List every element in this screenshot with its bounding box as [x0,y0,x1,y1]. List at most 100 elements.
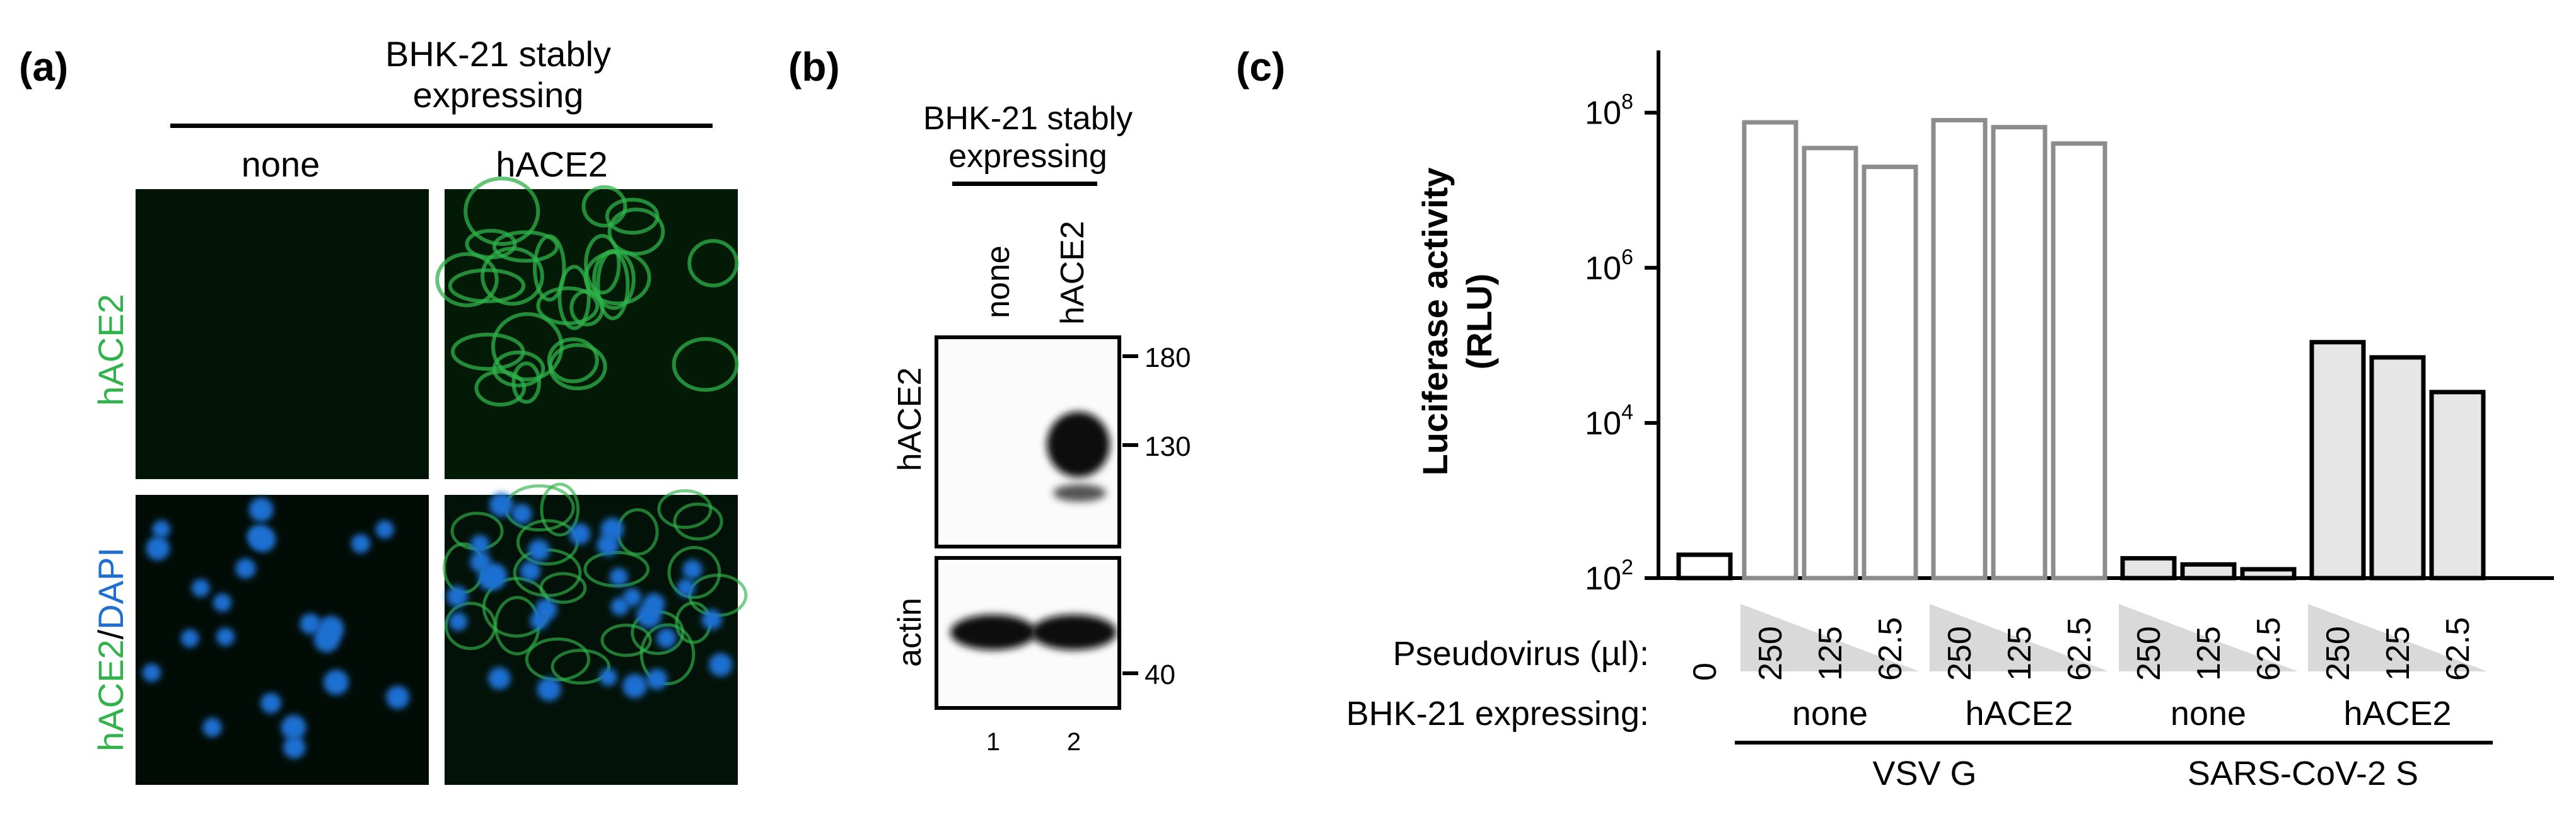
mw-tick-130 [1122,443,1138,447]
panel-a-col-label-hace2: hACE2 [496,144,607,184]
cell-membrane [492,230,559,263]
nucleus [622,674,647,699]
cell-group-label: none [1792,695,1868,733]
nucleus [677,578,696,597]
nucleus [482,563,507,588]
nucleus [623,588,642,606]
cell-membrane [450,332,525,371]
nucleus [260,692,281,714]
nucleus [202,717,222,738]
nucleus [511,504,532,525]
panel-a: (a) BHK-21 stably expressing none hACE2 … [19,34,748,785]
cell-membrane [639,623,696,686]
cell-membrane [672,337,739,392]
nucleus [599,668,617,687]
nucleus [283,736,306,759]
bar [2429,390,2486,581]
blot-band-hace2-main [1047,412,1110,477]
bar [2120,556,2177,581]
panel-c-label: (c) [1236,44,1285,90]
nucleus [317,615,344,642]
nucleus [152,520,170,538]
virus-group-label: VSV G [1872,755,1976,792]
panel-a-label: (a) [19,44,68,90]
nucleus [530,612,549,630]
panel-b-label: (b) [788,44,840,90]
nucleus [250,526,276,552]
cell-membrane [536,286,600,325]
y-tick-label: 104 [1585,400,1633,442]
dilution-wedge [2119,604,2298,671]
x-tick-label: 250 [2131,626,2167,681]
nucleus [351,534,371,554]
x-tick-label: 125 [1812,626,1849,681]
cell-membrane [463,177,540,246]
blot-band-hace2-minor [1053,484,1106,502]
expressing-label: BHK-21 expressing: [1346,695,1649,733]
cell-membrane [444,601,497,651]
x-tick-label: 62.5 [2440,617,2476,681]
panel-a-row2-label-sep: / [91,629,131,639]
bar [2369,355,2426,581]
mw-tick-40 [1122,671,1138,675]
y-axis-label-line2: (RLU) [1459,274,1499,369]
virus-group-bar [1735,741,2114,745]
nucleus [323,670,349,695]
mw-marker-180: 180 [1145,342,1191,373]
x-tick-label: 125 [2002,626,2038,681]
cell-group-label: hACE2 [2343,695,2451,733]
hace2-membrane-staining [435,177,739,407]
nucleus [248,497,274,522]
panel-b-lane-label-none: none [980,245,1017,318]
panel-a-title-line2: expressing [413,75,584,115]
dilution-wedge [2308,604,2487,671]
cell-membrane [474,369,527,407]
nucleus [235,558,256,579]
panel-a-row2-label-dapi: DAPI [91,547,131,630]
cell-membrane [448,268,526,303]
dilution-wedge [1930,604,2109,671]
nucleus [470,551,491,573]
x-tick-label: 250 [1942,626,1978,681]
y-tick-label: 102 [1585,555,1633,597]
cell-membrane [557,265,591,330]
panel-a-row2-label: hACE2/DAPI [91,547,131,751]
nucleus [646,668,668,690]
cell-group-label: hACE2 [1965,695,2073,733]
cell-membrane [584,234,621,295]
mw-tick-180 [1122,354,1138,358]
nucleus [520,560,540,581]
nucleus [300,613,321,635]
bar [1742,120,1798,581]
bar [2051,141,2107,581]
bar [1802,146,1858,581]
nucleus [489,492,514,517]
panel-b-title-line1: BHK-21 stably [923,100,1133,137]
cell-membrane [600,623,652,658]
nucleus [488,667,511,690]
pseudovirus-label: Pseudovirus (µl): [1393,635,1649,673]
nucleus [375,520,394,539]
nucleus [448,612,468,631]
nucleus [180,629,199,647]
x-tick-label: 250 [2320,626,2357,681]
cell-membrane [596,250,630,321]
panel-a-col-label-none: none [242,144,320,184]
bar [2180,562,2237,581]
cell-membrane [547,337,599,383]
y-axis-label-line1: Luciferase activity [1415,168,1455,476]
bar [1862,165,1918,581]
x-tick-label: 62.5 [2251,617,2287,681]
blot-band-actin-lane2 [1031,615,1117,650]
bar [2240,567,2297,581]
cell-group-label: none [2171,695,2246,733]
x-tick-label: 62.5 [2061,617,2098,681]
mw-marker-130: 130 [1145,431,1191,462]
panel-b: (b) BHK-21 stably expressing none hACE2 … [788,44,1191,756]
cell-membrane [481,246,544,306]
panel-b-lane-label-hace2: hACE2 [1054,221,1091,325]
nucleus [146,536,170,560]
nucleus [216,627,235,646]
x-tick-label: 250 [1752,626,1789,681]
nucleus [213,593,232,612]
